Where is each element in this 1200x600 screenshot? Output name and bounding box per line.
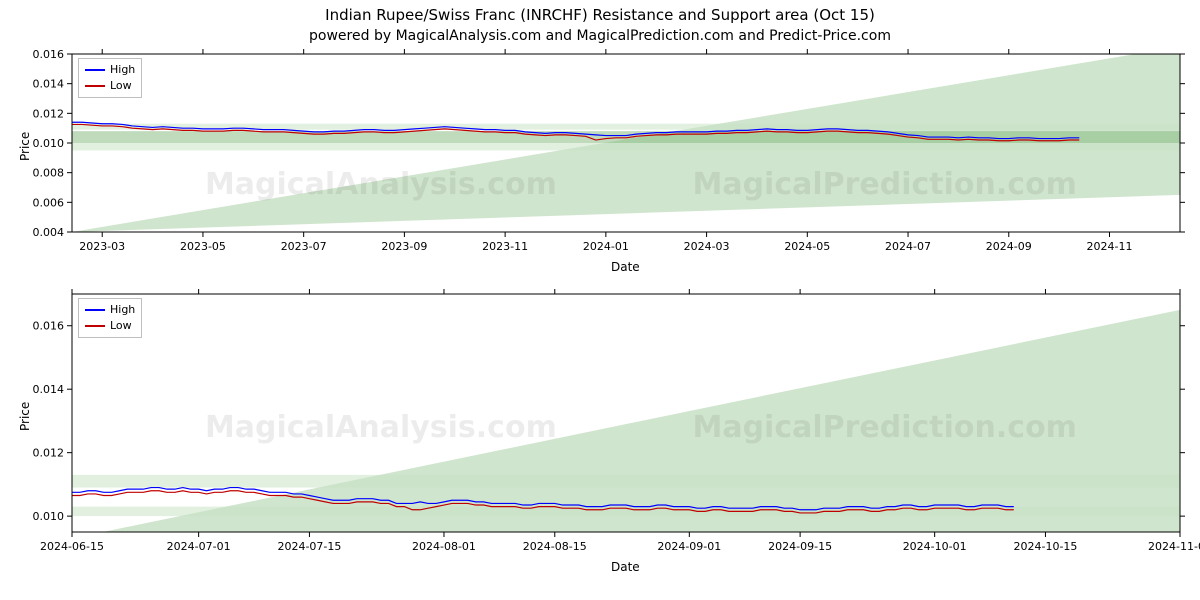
- chart-svg-bottom: 0.010 0.012 0.014 0.016 2024-06-15 2024-07-01…: [0, 286, 1200, 586]
- legend-item: High: [85, 62, 135, 78]
- svg-text:2023-11: 2023-11: [482, 240, 528, 253]
- svg-text:2024-09-01: 2024-09-01: [657, 540, 721, 553]
- svg-text:2024-09: 2024-09: [986, 240, 1032, 253]
- chart-title: Indian Rupee/Swiss Franc (INRCHF) Resist…: [0, 0, 1200, 24]
- svg-text:0.014: 0.014: [33, 78, 65, 91]
- chart-subtitle: powered by MagicalAnalysis.com and Magic…: [0, 24, 1200, 46]
- legend-item: Low: [85, 78, 135, 94]
- svg-text:2024-07: 2024-07: [885, 240, 931, 253]
- svg-text:2023-07: 2023-07: [281, 240, 327, 253]
- svg-text:2024-06-15: 2024-06-15: [40, 540, 104, 553]
- svg-text:0.012: 0.012: [33, 447, 65, 460]
- svg-text:0.016: 0.016: [33, 320, 65, 333]
- svg-text:2024-10-01: 2024-10-01: [903, 540, 967, 553]
- chart-panel-top: 0.004 0.006 0.008 0.010 0.012 0.014 0.016 2023-…: [0, 46, 1200, 286]
- svg-text:0.008: 0.008: [33, 167, 65, 180]
- svg-text:2024-05: 2024-05: [784, 240, 830, 253]
- svg-text:2024-09-15: 2024-09-15: [768, 540, 832, 553]
- ylabel-bottom: Price: [18, 402, 32, 431]
- svg-text:0.014: 0.014: [33, 383, 65, 396]
- svg-text:2024-07-15: 2024-07-15: [277, 540, 341, 553]
- svg-text:2024-08-01: 2024-08-01: [412, 540, 476, 553]
- svg-text:0.006: 0.006: [33, 196, 65, 209]
- svg-text:2024-07-01: 2024-07-01: [167, 540, 231, 553]
- legend-top: HighLow: [78, 58, 142, 98]
- xlabel-bottom: Date: [611, 560, 640, 574]
- xlabel-top: Date: [611, 260, 640, 274]
- legend-item: Low: [85, 318, 135, 334]
- svg-text:2024-10-15: 2024-10-15: [1013, 540, 1077, 553]
- svg-text:0.004: 0.004: [33, 226, 65, 239]
- svg-text:2024-11: 2024-11: [1087, 240, 1133, 253]
- svg-text:2024-11-01: 2024-11-01: [1148, 540, 1200, 553]
- svg-text:2023-03: 2023-03: [79, 240, 125, 253]
- svg-text:2024-08-15: 2024-08-15: [523, 540, 587, 553]
- svg-text:0.012: 0.012: [33, 107, 65, 120]
- svg-text:2024-01: 2024-01: [583, 240, 629, 253]
- svg-text:2023-05: 2023-05: [180, 240, 226, 253]
- svg-text:2024-03: 2024-03: [684, 240, 730, 253]
- svg-text:0.010: 0.010: [33, 137, 65, 150]
- legend-bottom: HighLow: [78, 298, 142, 338]
- svg-text:2023-09: 2023-09: [381, 240, 427, 253]
- svg-text:0.010: 0.010: [33, 510, 65, 523]
- chart-svg-top: 0.004 0.006 0.008 0.010 0.012 0.014 0.016 2023-…: [0, 46, 1200, 286]
- svg-text:0.016: 0.016: [33, 48, 65, 61]
- chart-panel-bottom: 0.010 0.012 0.014 0.016 2024-06-15 2024-07-01…: [0, 286, 1200, 586]
- legend-item: High: [85, 302, 135, 318]
- ylabel-top: Price: [18, 132, 32, 161]
